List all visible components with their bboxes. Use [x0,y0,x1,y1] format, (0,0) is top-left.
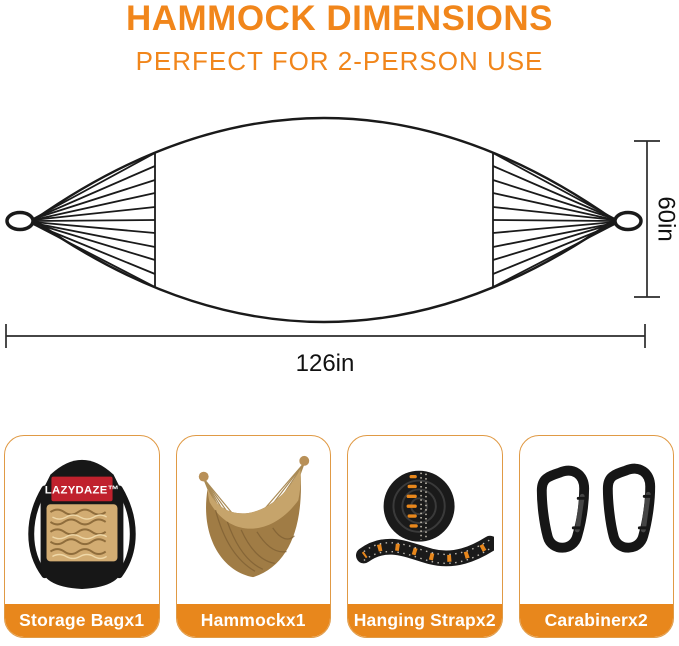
product-card-carabiner: Carabinerx2 [518,435,674,638]
right-strings [492,152,616,288]
hanging-strap-icon [355,470,494,567]
right-ring-icon [613,210,643,232]
left-strings [32,152,156,288]
hammock-icon [199,455,310,578]
carabiner-image [520,436,674,604]
width-dimension-lines [5,324,646,348]
product-label-hammock: Hammockx1 [176,604,330,637]
header: HAMMOCK DIMENSIONS PERFECT FOR 2-PERSON … [0,0,679,75]
storage-bag-image: LAZYDAZE™ [5,436,159,604]
left-ring-icon [5,210,35,232]
carabiner-icon [537,463,656,553]
width-dimension-label: 126in [296,350,355,377]
hammock-dimension-diagram: 60in 126in [5,116,679,377]
storage-bag-icon: LAZYDAZE™ [28,459,136,589]
height-dimension-label: 60in [653,196,679,241]
product-label-hanging-strap: Hanging Strapx2 [348,604,502,637]
height-dimension-lines [634,140,660,298]
bag-brand-label: LAZYDAZE™ [45,484,119,496]
gather-edges [154,153,494,287]
included-items-row: LAZYDAZE™ Storage Bagx1 [4,435,674,638]
hammock-body-outline [33,116,615,324]
product-card-hammock: Hammockx1 [175,435,331,638]
page-subtitle: PERFECT FOR 2-PERSON USE [135,46,544,76]
page-title: HAMMOCK DIMENSIONS [125,0,554,38]
hanging-strap-image [348,436,502,604]
hammock-image [177,436,331,604]
product-label-storage-bag: Storage Bagx1 [5,604,159,637]
product-card-hanging-strap: Hanging Strapx2 [347,435,503,638]
product-label-carabiner: Carabinerx2 [519,604,673,637]
product-card-storage-bag: LAZYDAZE™ Storage Bagx1 [4,435,160,638]
